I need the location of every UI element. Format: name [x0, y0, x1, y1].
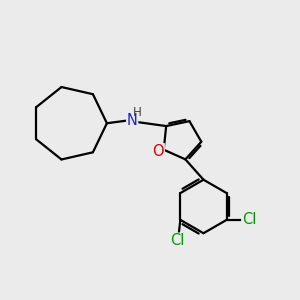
Text: Cl: Cl: [170, 233, 184, 248]
Text: O: O: [152, 144, 164, 159]
Text: Cl: Cl: [242, 212, 256, 227]
Text: H: H: [133, 106, 142, 119]
Text: N: N: [127, 113, 138, 128]
